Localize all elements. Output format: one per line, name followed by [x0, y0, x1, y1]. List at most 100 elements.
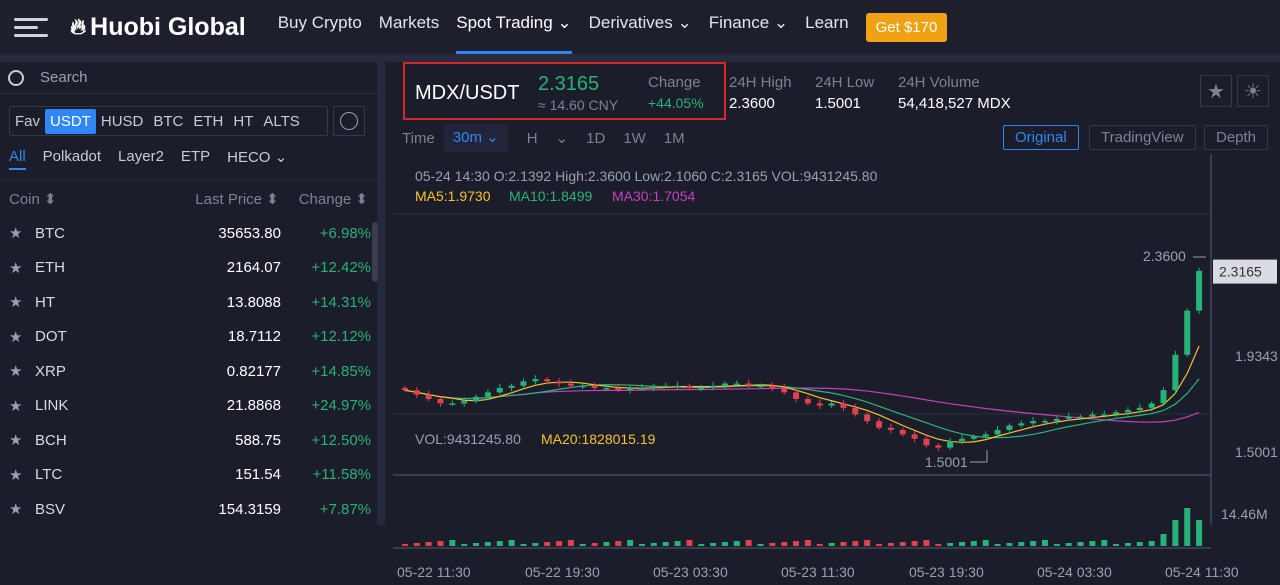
category-tab[interactable]: Layer2	[118, 148, 164, 165]
candle	[567, 383, 574, 386]
candle	[710, 385, 717, 388]
change-value: +44.05%	[648, 95, 704, 111]
candle	[449, 403, 456, 405]
star-icon[interactable]: ★	[9, 363, 23, 381]
nav-item[interactable]: Buy Crypto	[277, 13, 362, 32]
volume-bar	[484, 542, 491, 546]
candle	[532, 379, 539, 382]
sort-price[interactable]: Last Price ⬍	[195, 190, 279, 208]
hour-select[interactable]: H	[526, 129, 538, 147]
flame-icon: 🔥︎	[70, 14, 87, 39]
volume-bar	[982, 540, 989, 546]
star-icon[interactable]: ★	[9, 259, 23, 277]
market-row[interactable]: ★ BCH 588.75 +12.50%	[0, 423, 377, 458]
star-icon[interactable]: ★	[9, 501, 23, 519]
view-original[interactable]: Original	[1003, 125, 1079, 150]
quote-tab[interactable]: HT	[233, 112, 254, 130]
candle	[911, 434, 918, 439]
time-axis-label: 05-23 11:30	[781, 564, 855, 580]
candle	[508, 385, 515, 388]
star-icon[interactable]: ★	[9, 397, 23, 415]
candle	[1041, 421, 1048, 423]
sort-coin[interactable]: Coin ⬍	[9, 190, 57, 208]
vol-info: VOL:9431245.80	[415, 431, 521, 447]
pair-name: MDX/USDT	[415, 82, 520, 104]
star-icon[interactable]: ★	[9, 432, 23, 450]
quote-tab[interactable]: ALTS	[263, 112, 300, 130]
quote-tab[interactable]: BTC	[153, 112, 184, 130]
candle	[1053, 418, 1060, 422]
market-row[interactable]: ★ BSV 154.3159 +7.87%	[0, 492, 377, 527]
last-price: 2164.07	[226, 259, 281, 277]
category-tab[interactable]: All	[9, 148, 26, 170]
change: +12.12%	[311, 328, 371, 346]
quote-tab[interactable]: ETH	[193, 112, 224, 130]
volume-bar	[567, 540, 574, 546]
quote-tab[interactable]: Fav	[15, 112, 41, 130]
candle	[579, 385, 586, 388]
candle	[556, 381, 563, 384]
market-row[interactable]: ★ LTC 151.54 +11.58%	[0, 458, 377, 493]
interval-select[interactable]: 30m ⌄	[443, 124, 508, 152]
ma5-label: MA5:1.9730	[415, 188, 491, 204]
star-icon[interactable]: ★	[9, 294, 23, 312]
volume-bar	[1124, 543, 1131, 546]
star-icon[interactable]: ★	[9, 466, 23, 484]
interval-1d[interactable]: 1D	[586, 129, 606, 147]
category-tab[interactable]: ETP	[180, 148, 211, 165]
volume-bar	[638, 544, 645, 546]
last-price: 13.8088	[226, 293, 281, 311]
quote-tab[interactable]: HUSD	[100, 112, 144, 130]
scrollbar[interactable]	[372, 222, 378, 282]
nav-item[interactable]: Markets	[378, 13, 440, 32]
favorite-star-icon[interactable]: ★	[1200, 75, 1232, 107]
market-row[interactable]: ★ BTC 35653.80 +6.98%	[0, 216, 377, 251]
star-icon[interactable]: ★	[9, 225, 23, 243]
category-tab[interactable]: Polkadot	[42, 148, 102, 165]
market-row[interactable]: ★ LINK 21.8868 +24.97%	[0, 389, 377, 424]
high-value: 2.3600	[729, 95, 775, 112]
volume-bar	[959, 542, 966, 546]
volume-bar	[1148, 541, 1155, 546]
view-depth[interactable]: Depth	[1204, 125, 1269, 150]
theme-sun-icon[interactable]: ☀	[1237, 75, 1269, 107]
market-row[interactable]: ★ XRP 0.82177 +14.85%	[0, 354, 377, 389]
view-tradingview[interactable]: TradingView	[1089, 125, 1196, 150]
logo[interactable]: 🔥︎ Huobi Global	[70, 12, 246, 41]
search-input[interactable]: Search	[0, 62, 377, 94]
candle	[1113, 412, 1120, 415]
volume-bar	[603, 542, 610, 546]
chevron-down-icon[interactable]: ⌄	[555, 130, 569, 147]
nav-item[interactable]: Finance ⌄	[708, 13, 789, 32]
volume-bar	[532, 543, 539, 546]
market-sidebar: Search Fav USDT HUSD BTC ETH HT ALTS All Polkad…	[0, 62, 385, 525]
volume-bar	[496, 541, 503, 546]
candle	[970, 436, 977, 439]
nav-item[interactable]: Derivatives ⌄	[588, 13, 692, 32]
get-bonus-button[interactable]: Get $170	[865, 12, 948, 42]
last-price: 154.3159	[218, 500, 281, 518]
category-tab[interactable]: HECO ⌄	[227, 149, 288, 166]
volume-bar	[437, 541, 444, 546]
market-row[interactable]: ★ ETH 2164.07 +12.42%	[0, 251, 377, 286]
quote-tab[interactable]: USDT	[45, 108, 96, 134]
volume-bar	[887, 543, 894, 546]
candle	[544, 379, 551, 382]
filter-button[interactable]	[333, 106, 365, 136]
market-row[interactable]: ★ DOT 18.7112 +12.12%	[0, 320, 377, 355]
candlestick-chart[interactable]: 2.3165 1.9343 1.5001 2.3600 1.5001 14.46M 05-2…	[393, 154, 1280, 585]
interval-1m[interactable]: 1M	[663, 129, 685, 147]
nav-item[interactable]: Spot Trading ⌄	[456, 0, 573, 54]
menu-icon[interactable]	[14, 13, 48, 42]
sort-change[interactable]: Change ⬍	[298, 190, 368, 208]
change: +11.58%	[312, 466, 371, 484]
candle	[947, 440, 954, 448]
candle	[994, 429, 1001, 435]
market-row[interactable]: ★ HT 13.8088 +14.31%	[0, 285, 377, 320]
star-icon[interactable]: ★	[9, 328, 23, 346]
candle	[1089, 414, 1096, 417]
ticker-highlight	[403, 62, 726, 120]
interval-1w[interactable]: 1W	[623, 129, 646, 147]
candle	[461, 401, 468, 404]
nav-item[interactable]: Learn	[805, 13, 849, 32]
